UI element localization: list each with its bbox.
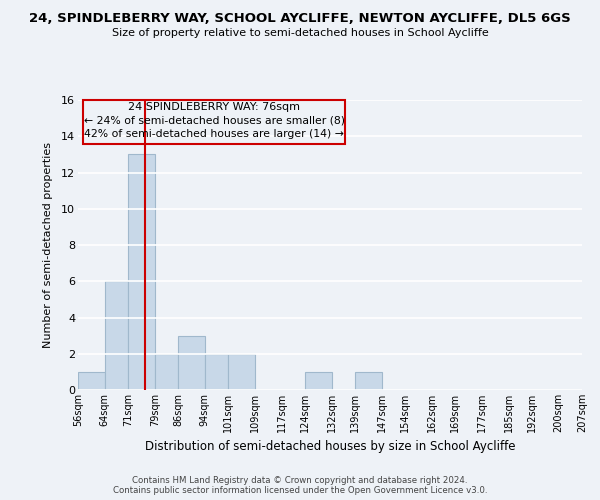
Y-axis label: Number of semi-detached properties: Number of semi-detached properties: [43, 142, 53, 348]
X-axis label: Distribution of semi-detached houses by size in School Aycliffe: Distribution of semi-detached houses by …: [145, 440, 515, 454]
Text: ← 24% of semi-detached houses are smaller (8): ← 24% of semi-detached houses are smalle…: [83, 116, 344, 126]
Text: Size of property relative to semi-detached houses in School Aycliffe: Size of property relative to semi-detach…: [112, 28, 488, 38]
Bar: [128, 154, 155, 390]
Text: Contains public sector information licensed under the Open Government Licence v3: Contains public sector information licen…: [113, 486, 487, 495]
Bar: [178, 336, 205, 390]
Bar: [105, 281, 128, 390]
Text: Contains HM Land Registry data © Crown copyright and database right 2024.: Contains HM Land Registry data © Crown c…: [132, 476, 468, 485]
Text: 24 SPINDLEBERRY WAY: 76sqm: 24 SPINDLEBERRY WAY: 76sqm: [128, 102, 300, 113]
Bar: [355, 372, 382, 390]
Bar: [155, 354, 178, 390]
Bar: [83, 100, 345, 144]
Bar: [205, 354, 228, 390]
Text: 42% of semi-detached houses are larger (14) →: 42% of semi-detached houses are larger (…: [84, 130, 344, 140]
Bar: [305, 372, 332, 390]
Bar: [228, 354, 255, 390]
Bar: [78, 372, 105, 390]
Text: 24, SPINDLEBERRY WAY, SCHOOL AYCLIFFE, NEWTON AYCLIFFE, DL5 6GS: 24, SPINDLEBERRY WAY, SCHOOL AYCLIFFE, N…: [29, 12, 571, 26]
